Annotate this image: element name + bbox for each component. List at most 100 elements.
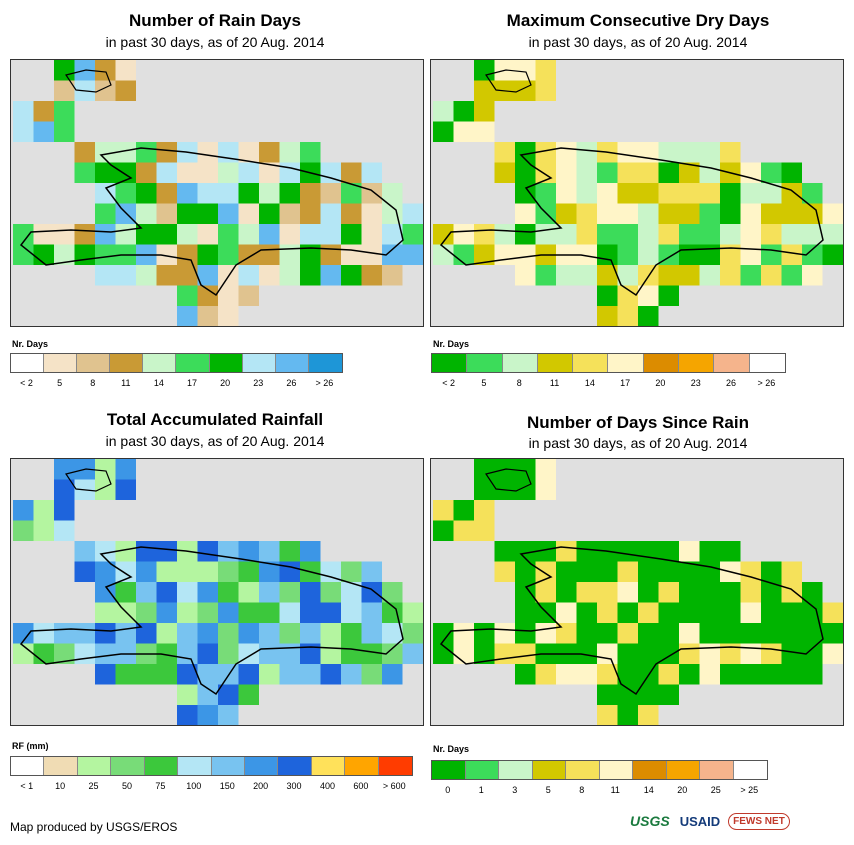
grid-cell <box>382 224 403 245</box>
legend-label: 200 <box>253 781 269 791</box>
grid-cell <box>761 643 782 664</box>
islet-outline <box>485 468 532 492</box>
grid-cell <box>218 265 239 286</box>
panel-title: Number of Rain Days <box>129 11 301 30</box>
grid-cell <box>259 561 280 582</box>
grid-cell <box>699 541 720 562</box>
grid-cell <box>515 541 536 562</box>
legend-label: < 1 <box>20 781 34 791</box>
grid-cell <box>761 602 782 623</box>
legend-label: 300 <box>286 781 302 791</box>
grid-cell <box>720 183 741 204</box>
grid-cell <box>515 60 536 81</box>
legend-label: 8 <box>90 378 96 388</box>
grid-cell <box>597 183 618 204</box>
grid-cell <box>433 500 454 521</box>
grid-cell <box>638 244 659 265</box>
grid-cell <box>197 643 218 664</box>
grid-cell <box>494 541 515 562</box>
usgs-logo: USGS <box>630 813 670 829</box>
grid-cell <box>218 705 239 725</box>
island-outline <box>19 147 404 297</box>
legend-swatch <box>242 354 276 372</box>
grid-cell <box>156 244 177 265</box>
grid-cell <box>218 203 239 224</box>
grid-cell <box>136 162 157 183</box>
grid-cell <box>115 265 136 286</box>
legend-swatch <box>209 354 243 372</box>
grid-cell <box>156 602 177 623</box>
grid-cell <box>535 623 556 644</box>
grid-cell <box>576 582 597 603</box>
grid-cell <box>638 203 659 224</box>
grid-cell <box>402 203 423 224</box>
grid-cell <box>177 306 198 326</box>
grid-cell <box>177 203 198 224</box>
legend-label: 26 <box>726 378 737 388</box>
grid-cell <box>638 664 659 685</box>
legend-swatch <box>144 757 179 775</box>
grid-cell <box>535 582 556 603</box>
grid-cell <box>115 623 136 644</box>
grid-cell <box>197 265 218 286</box>
grid-cell <box>638 561 659 582</box>
grid-cell <box>136 203 157 224</box>
grid-cell <box>556 162 577 183</box>
grid-cell <box>300 602 321 623</box>
grid-cell <box>515 203 536 224</box>
grid-cell <box>238 285 259 306</box>
legend-swatch <box>275 354 309 372</box>
grid-cell <box>382 664 403 685</box>
legend-swatch <box>11 757 45 775</box>
grid-cell <box>300 224 321 245</box>
legend-swatch <box>733 761 767 779</box>
legend-labels: < 2 5 8 11 14 17 20 23 26 > 26 <box>431 378 786 390</box>
grid-cell <box>658 602 679 623</box>
legend-title: RF (mm) <box>12 741 49 751</box>
grid-cell <box>617 306 638 326</box>
legend-swatch <box>278 757 312 775</box>
grid-cell <box>259 183 280 204</box>
grid-cell <box>515 623 536 644</box>
grid-cell <box>556 664 577 685</box>
legend-swatch <box>633 761 667 779</box>
grid-cell <box>556 183 577 204</box>
grid-cell <box>617 684 638 705</box>
grid-cell <box>279 203 300 224</box>
grid-cell <box>433 623 454 644</box>
grid-cell <box>361 265 382 286</box>
grid-cell <box>617 244 638 265</box>
grid-cell <box>474 643 495 664</box>
grid-cell <box>95 142 116 163</box>
grid-cell <box>197 306 218 326</box>
grid-cell <box>576 244 597 265</box>
grid-cell <box>494 561 515 582</box>
grid-cell <box>802 224 823 245</box>
grid-cell <box>515 643 536 664</box>
grid-cell <box>515 265 536 286</box>
grid-cell <box>433 101 454 122</box>
grid-cell <box>658 561 679 582</box>
grid-cell <box>761 265 782 286</box>
grid-cell <box>218 664 239 685</box>
grid-cell <box>740 224 761 245</box>
usaid-logo: USAID <box>679 813 721 829</box>
grid-cell <box>74 224 95 245</box>
legend-bar <box>10 353 343 373</box>
grid-cell <box>341 183 362 204</box>
grid-cell <box>822 203 843 224</box>
grid-cell <box>822 244 843 265</box>
grid-cell <box>658 285 679 306</box>
grid-cell <box>576 183 597 204</box>
grid-cell <box>300 265 321 286</box>
grid-cell <box>156 561 177 582</box>
grid-cell <box>474 101 495 122</box>
grid-cell <box>679 183 700 204</box>
grid-cell <box>617 664 638 685</box>
legend-swatch <box>714 354 750 372</box>
grid-cell <box>136 183 157 204</box>
grid-cell <box>822 643 843 664</box>
grid-cell <box>156 183 177 204</box>
grid-cell <box>433 244 454 265</box>
grid-cell <box>740 162 761 183</box>
